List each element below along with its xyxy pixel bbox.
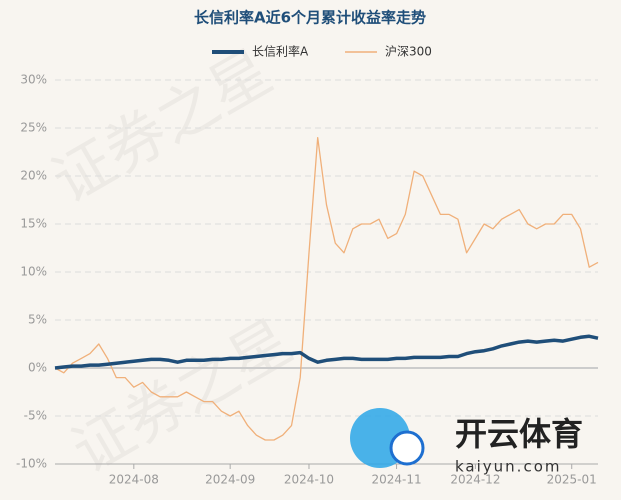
y-tick-label: -10%	[16, 457, 47, 471]
series-line	[54, 136, 599, 441]
x-tick-label: 2024-08	[109, 473, 159, 487]
logo-text: 开云体育	[455, 415, 583, 453]
y-tick-label: 30%	[20, 73, 47, 87]
x-tick-label: 2024-11	[371, 473, 421, 487]
y-tick-label: -5%	[24, 409, 47, 423]
y-tick-label: 0%	[28, 361, 47, 375]
logo: 开云体育 kaiyun.com	[350, 408, 583, 476]
x-tick-label: 2024-12	[450, 473, 500, 487]
x-tick-label: 2025-01	[547, 473, 597, 487]
logo-url: kaiyun.com	[455, 458, 561, 476]
logo-ball	[389, 430, 425, 466]
x-tick-label: 2024-09	[205, 473, 255, 487]
y-tick-label: 10%	[20, 265, 47, 279]
x-tick-label: 2024-10	[284, 473, 334, 487]
y-tick-label: 20%	[20, 169, 47, 183]
series-line	[54, 334, 599, 370]
y-tick-label: 25%	[20, 121, 47, 135]
y-tick-label: 5%	[28, 313, 47, 327]
chart-title: 长信利率A近6个月累计收益率走势	[194, 9, 426, 27]
legend-label: 沪深300	[385, 45, 432, 59]
y-tick-label: 15%	[20, 217, 47, 231]
legend-label: 长信利率A	[252, 44, 309, 59]
